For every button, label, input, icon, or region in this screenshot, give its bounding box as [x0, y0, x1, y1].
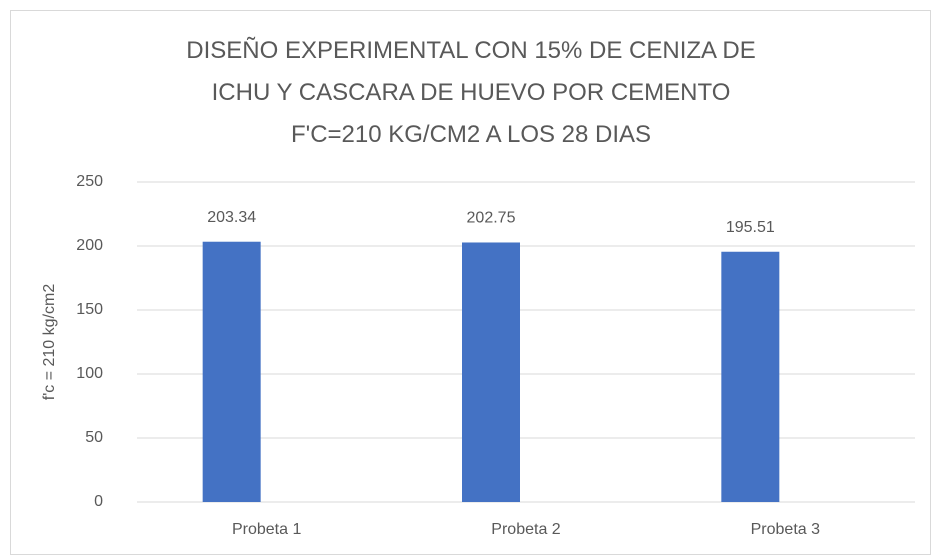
x-tick-label: Probeta 1 [232, 521, 301, 538]
data-label: 203.34 [207, 209, 256, 226]
x-tick-label: Probeta 2 [491, 521, 560, 538]
bar [202, 241, 261, 502]
data-label: 202.75 [467, 210, 516, 227]
bar [462, 242, 520, 503]
y-axis-label: f'c = 210 kg/cm2 [41, 284, 58, 401]
data-label: 195.51 [726, 219, 775, 236]
chart-title: DISEÑO EXPERIMENTAL CON 15% DE CENIZA DE… [186, 37, 756, 148]
bar [721, 251, 780, 502]
x-tick-label: Probeta 3 [751, 521, 820, 538]
y-tick-label: 50 [85, 429, 103, 446]
y-tick-label: 250 [76, 173, 103, 190]
y-tick-label: 200 [76, 237, 103, 254]
y-tick-label: 100 [76, 365, 103, 382]
y-tick-label: 150 [76, 301, 103, 318]
y-tick-label: 0 [94, 493, 103, 510]
